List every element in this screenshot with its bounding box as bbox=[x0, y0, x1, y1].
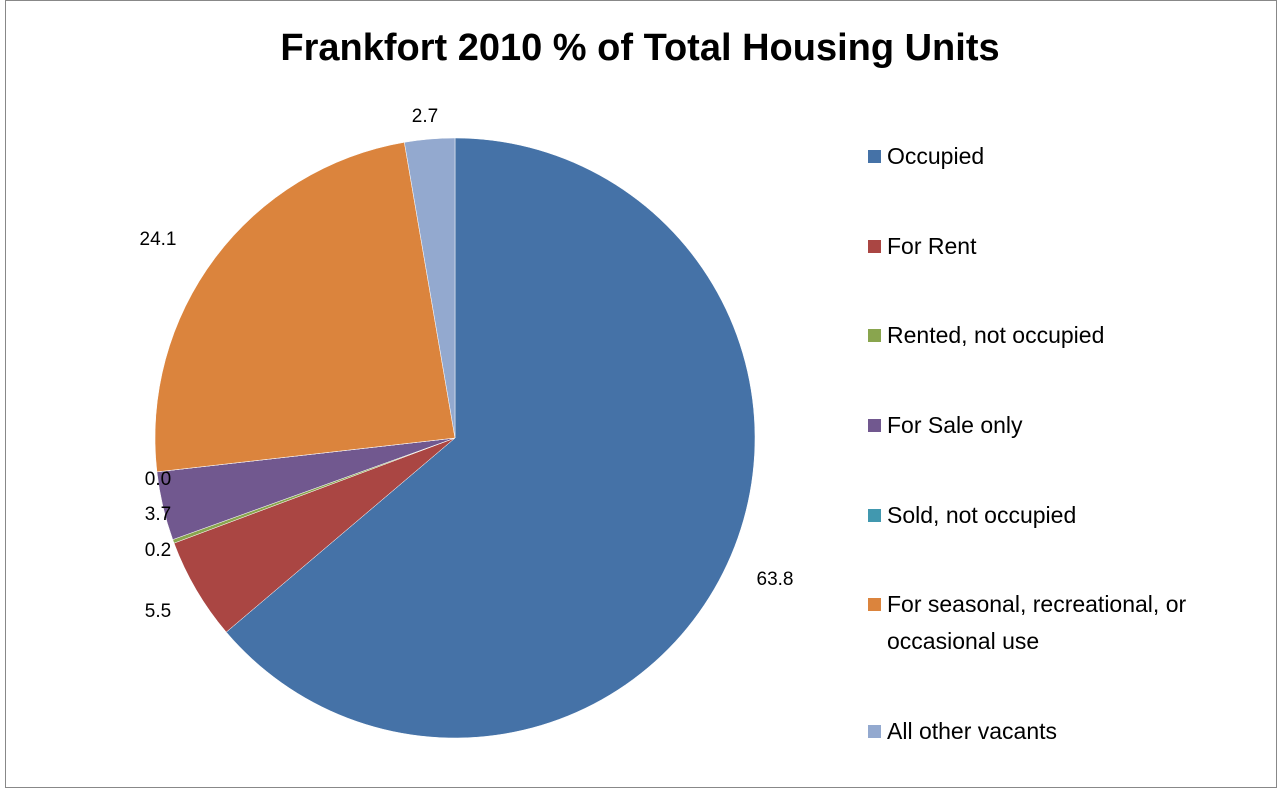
pie-slice bbox=[154, 142, 456, 473]
data-label: 24.1 bbox=[140, 229, 177, 250]
legend-swatch bbox=[868, 724, 881, 738]
legend-entry: For Rent bbox=[868, 228, 1268, 265]
data-label: 3.7 bbox=[145, 504, 171, 525]
legend-swatch bbox=[868, 329, 881, 343]
legend-swatch bbox=[868, 239, 881, 253]
legend-swatch bbox=[868, 508, 881, 522]
legend-label: All other vacants bbox=[887, 717, 1058, 744]
legend-swatch bbox=[868, 150, 881, 163]
legend-entry: All other vacants bbox=[868, 713, 1268, 750]
data-label: 5.5 bbox=[145, 601, 171, 622]
legend-entry: Rented, not occupied bbox=[868, 317, 1268, 354]
legend-label: Occupied bbox=[887, 143, 985, 169]
legend-label: For Sale only bbox=[887, 411, 1023, 438]
data-label: 0.2 bbox=[145, 540, 171, 561]
legend-entry: For Sale only bbox=[868, 407, 1268, 444]
legend-entry: Sold, not occupied bbox=[868, 497, 1268, 534]
legend-label: Rented, not occupied bbox=[887, 322, 1105, 349]
chart-title: Frankfort 2010 % of Total Housing Units bbox=[280, 27, 999, 69]
pie-slice bbox=[404, 137, 456, 439]
pie-slice bbox=[225, 137, 756, 739]
legend-swatch bbox=[868, 418, 881, 432]
legend-entry: Occupied bbox=[868, 138, 1268, 175]
legend-label: Sold, not occupied bbox=[887, 501, 1077, 528]
legend-label: For seasonal, recreational, or occasiona… bbox=[887, 591, 1187, 655]
data-label: 63.8 bbox=[757, 569, 794, 590]
legend: Occupied For Rent Rented, not occupied For … bbox=[868, 138, 1268, 750]
legend-entry: For seasonal, recreational, or occasiona… bbox=[868, 586, 1268, 660]
legend-swatch bbox=[868, 598, 881, 612]
legend-label: For Rent bbox=[887, 232, 977, 259]
data-label: 0.0 bbox=[145, 469, 171, 490]
data-label: 2.7 bbox=[412, 106, 438, 127]
